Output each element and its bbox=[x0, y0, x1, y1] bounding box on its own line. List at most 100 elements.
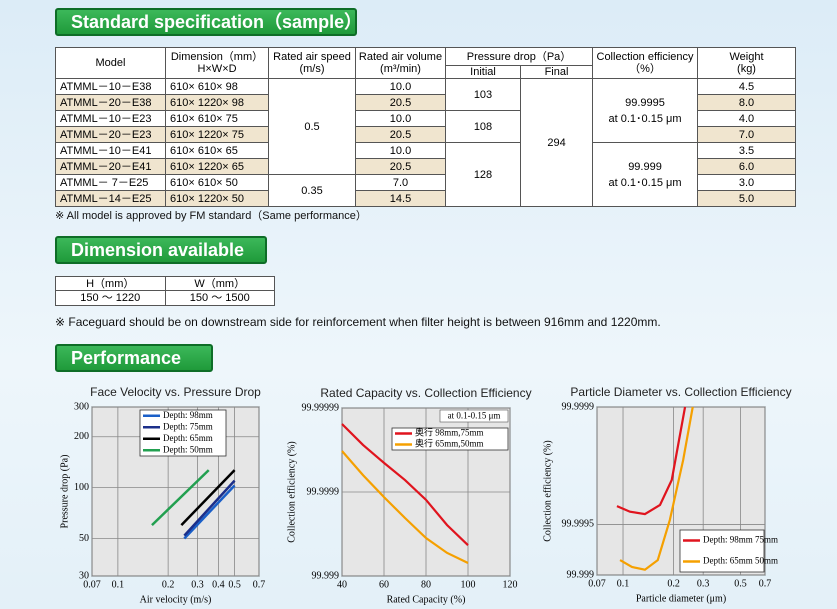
header: Weight bbox=[729, 51, 764, 63]
cell: ATMML－20－E23 bbox=[55, 126, 166, 143]
header: （%） bbox=[629, 63, 661, 75]
cell: 20.5 bbox=[355, 158, 446, 175]
cell: 0.5 bbox=[268, 78, 356, 175]
cell: ATMML－14－E25 bbox=[55, 190, 166, 207]
y-tick-label: 99.99999 bbox=[302, 402, 340, 413]
line bbox=[341, 423, 469, 547]
chart-title: Rated Capacity vs. Collection Efficiency bbox=[320, 386, 531, 400]
header: Model bbox=[55, 47, 166, 79]
x-tick-label: 0.5 bbox=[228, 579, 241, 590]
chart-title: Particle Diameter vs. Collection Efficie… bbox=[570, 385, 791, 399]
legend-label: Depth: 98mm 75mm bbox=[703, 535, 778, 545]
note: ※ Faceguard should be on downstream side… bbox=[55, 315, 661, 329]
x-axis-label: Particle diameter (μm) bbox=[636, 593, 726, 604]
y-axis-label: Collection efficiency (%) bbox=[286, 441, 297, 542]
header: Rated air speed (m/s) bbox=[268, 47, 356, 79]
header: (kg) bbox=[737, 63, 756, 75]
section-title: Performance bbox=[55, 344, 213, 372]
efficiency: 99.999 bbox=[628, 160, 662, 173]
x-tick-label: 80 bbox=[421, 579, 431, 590]
annotation-box bbox=[439, 409, 509, 423]
chart-title: Face Velocity vs. Pressure Drop bbox=[90, 385, 261, 399]
header: Collection efficiency （%） bbox=[592, 47, 699, 79]
legend-box bbox=[679, 529, 765, 573]
y-axis-label: Collection efficiency (%) bbox=[542, 440, 553, 541]
x-tick-label: 0.1 bbox=[617, 578, 630, 589]
cell: 4.0 bbox=[697, 110, 797, 127]
header: Dimension（mm） bbox=[170, 51, 264, 63]
line bbox=[341, 450, 469, 564]
y-tick-label: 300 bbox=[74, 401, 89, 412]
x-tick-label: 100 bbox=[461, 579, 476, 590]
y-tick-label: 50 bbox=[79, 533, 89, 544]
efficiency: at 0.1･0.15 μm bbox=[608, 176, 682, 189]
x-tick-label: 0.5 bbox=[734, 578, 747, 589]
header: H（mm） bbox=[55, 276, 166, 291]
x-tick-label: 0.07 bbox=[83, 579, 101, 590]
cell: 128 bbox=[445, 142, 521, 207]
cell: 0.35 bbox=[268, 174, 356, 207]
x-tick-label: 40 bbox=[337, 579, 347, 590]
y-tick-label: 99.999 bbox=[567, 569, 595, 580]
header: Weight (kg) bbox=[697, 47, 797, 79]
y-tick-label: 99.9999 bbox=[307, 486, 340, 497]
efficiency: 99.9995 bbox=[625, 96, 665, 109]
legend-box bbox=[391, 427, 509, 451]
line bbox=[183, 479, 236, 537]
y-tick-label: 200 bbox=[74, 431, 89, 442]
x-tick-label: 0.7 bbox=[759, 578, 772, 589]
y-axis-label: Pressure drop (Pa) bbox=[59, 455, 70, 529]
legend-label: Depth: 65mm 50mm bbox=[703, 556, 778, 566]
legend-label: 奥行 65mm,50mm bbox=[415, 438, 484, 449]
cell: 294 bbox=[519, 78, 594, 207]
legend-label: 奥行 98mm,75mm bbox=[415, 427, 484, 438]
legend-label: Depth: 50mm bbox=[163, 444, 213, 454]
header: Dimension（mm） H×W×D bbox=[165, 47, 269, 79]
cell: 14.5 bbox=[355, 190, 446, 207]
cell: 610× 1220× 98 bbox=[165, 94, 269, 111]
x-axis-label: Air velocity (m/s) bbox=[140, 594, 212, 605]
x-tick-label: 0.4 bbox=[212, 579, 225, 590]
header: (m³/min) bbox=[380, 63, 421, 75]
cell: 150 ～ 1220 bbox=[55, 290, 166, 306]
dimension-table: H（mm） W（mm） 150 ～ 1220 150 ～ 1500 bbox=[55, 276, 275, 306]
line bbox=[151, 469, 210, 527]
row: ATMML－10－E41 610× 610× 65 10.0 128 99.999 at … bbox=[55, 142, 797, 207]
header: (m/s) bbox=[299, 63, 325, 75]
x-tick-label: 0.7 bbox=[253, 579, 266, 590]
legend-label: Depth: 98mm bbox=[163, 410, 213, 420]
cell: 108 bbox=[445, 110, 521, 143]
x-tick-label: 0.2 bbox=[667, 578, 680, 589]
row: ATMML－14－E25 610× 1220× 50 14.5 5.0 bbox=[55, 190, 797, 207]
line bbox=[616, 406, 687, 516]
x-tick-label: 120 bbox=[503, 579, 518, 590]
section-title: Dimension available bbox=[55, 236, 267, 264]
note: ※ All model is approved by FM standard（S… bbox=[55, 210, 367, 222]
x-tick-label: 0.07 bbox=[588, 578, 606, 589]
header: H×W×D bbox=[197, 63, 237, 75]
y-tick-label: 30 bbox=[79, 570, 89, 581]
row: ATMML－20－E41 610× 1220× 65 20.5 6.0 bbox=[55, 158, 797, 175]
efficiency: at 0.1･0.15 μm bbox=[608, 112, 682, 125]
x-axis-label: Rated Capacity (%) bbox=[387, 594, 466, 605]
line bbox=[180, 469, 236, 526]
legend-label: Depth: 75mm bbox=[163, 421, 213, 431]
legend-box bbox=[139, 409, 227, 457]
cell: ATMML－ 7－E25 bbox=[55, 174, 166, 191]
cell: 610× 610× 50 bbox=[165, 174, 269, 191]
cell: 20.5 bbox=[355, 126, 446, 143]
cell: 99.999 at 0.1･0.15 μm bbox=[592, 142, 699, 207]
line bbox=[619, 406, 694, 571]
spec-table: Model Dimension（mm） H×W×D Rated air speed… bbox=[55, 47, 797, 207]
y-tick-label: 99.9995 bbox=[562, 519, 595, 530]
header: Rated air volume (m³/min) bbox=[355, 47, 446, 79]
row: ATMML－20－E23 610× 1220× 75 20.5 7.0 bbox=[55, 126, 797, 143]
section-title: Standard specification（sample） bbox=[55, 8, 362, 36]
cell: 5.0 bbox=[697, 190, 797, 207]
cell: ATMML－20－E41 bbox=[55, 158, 166, 175]
cell: 99.9995 at 0.1･0.15 μm bbox=[592, 78, 699, 143]
x-tick-label: 60 bbox=[379, 579, 389, 590]
header: Collection efficiency bbox=[596, 51, 694, 63]
cell: 610× 1220× 75 bbox=[165, 126, 269, 143]
